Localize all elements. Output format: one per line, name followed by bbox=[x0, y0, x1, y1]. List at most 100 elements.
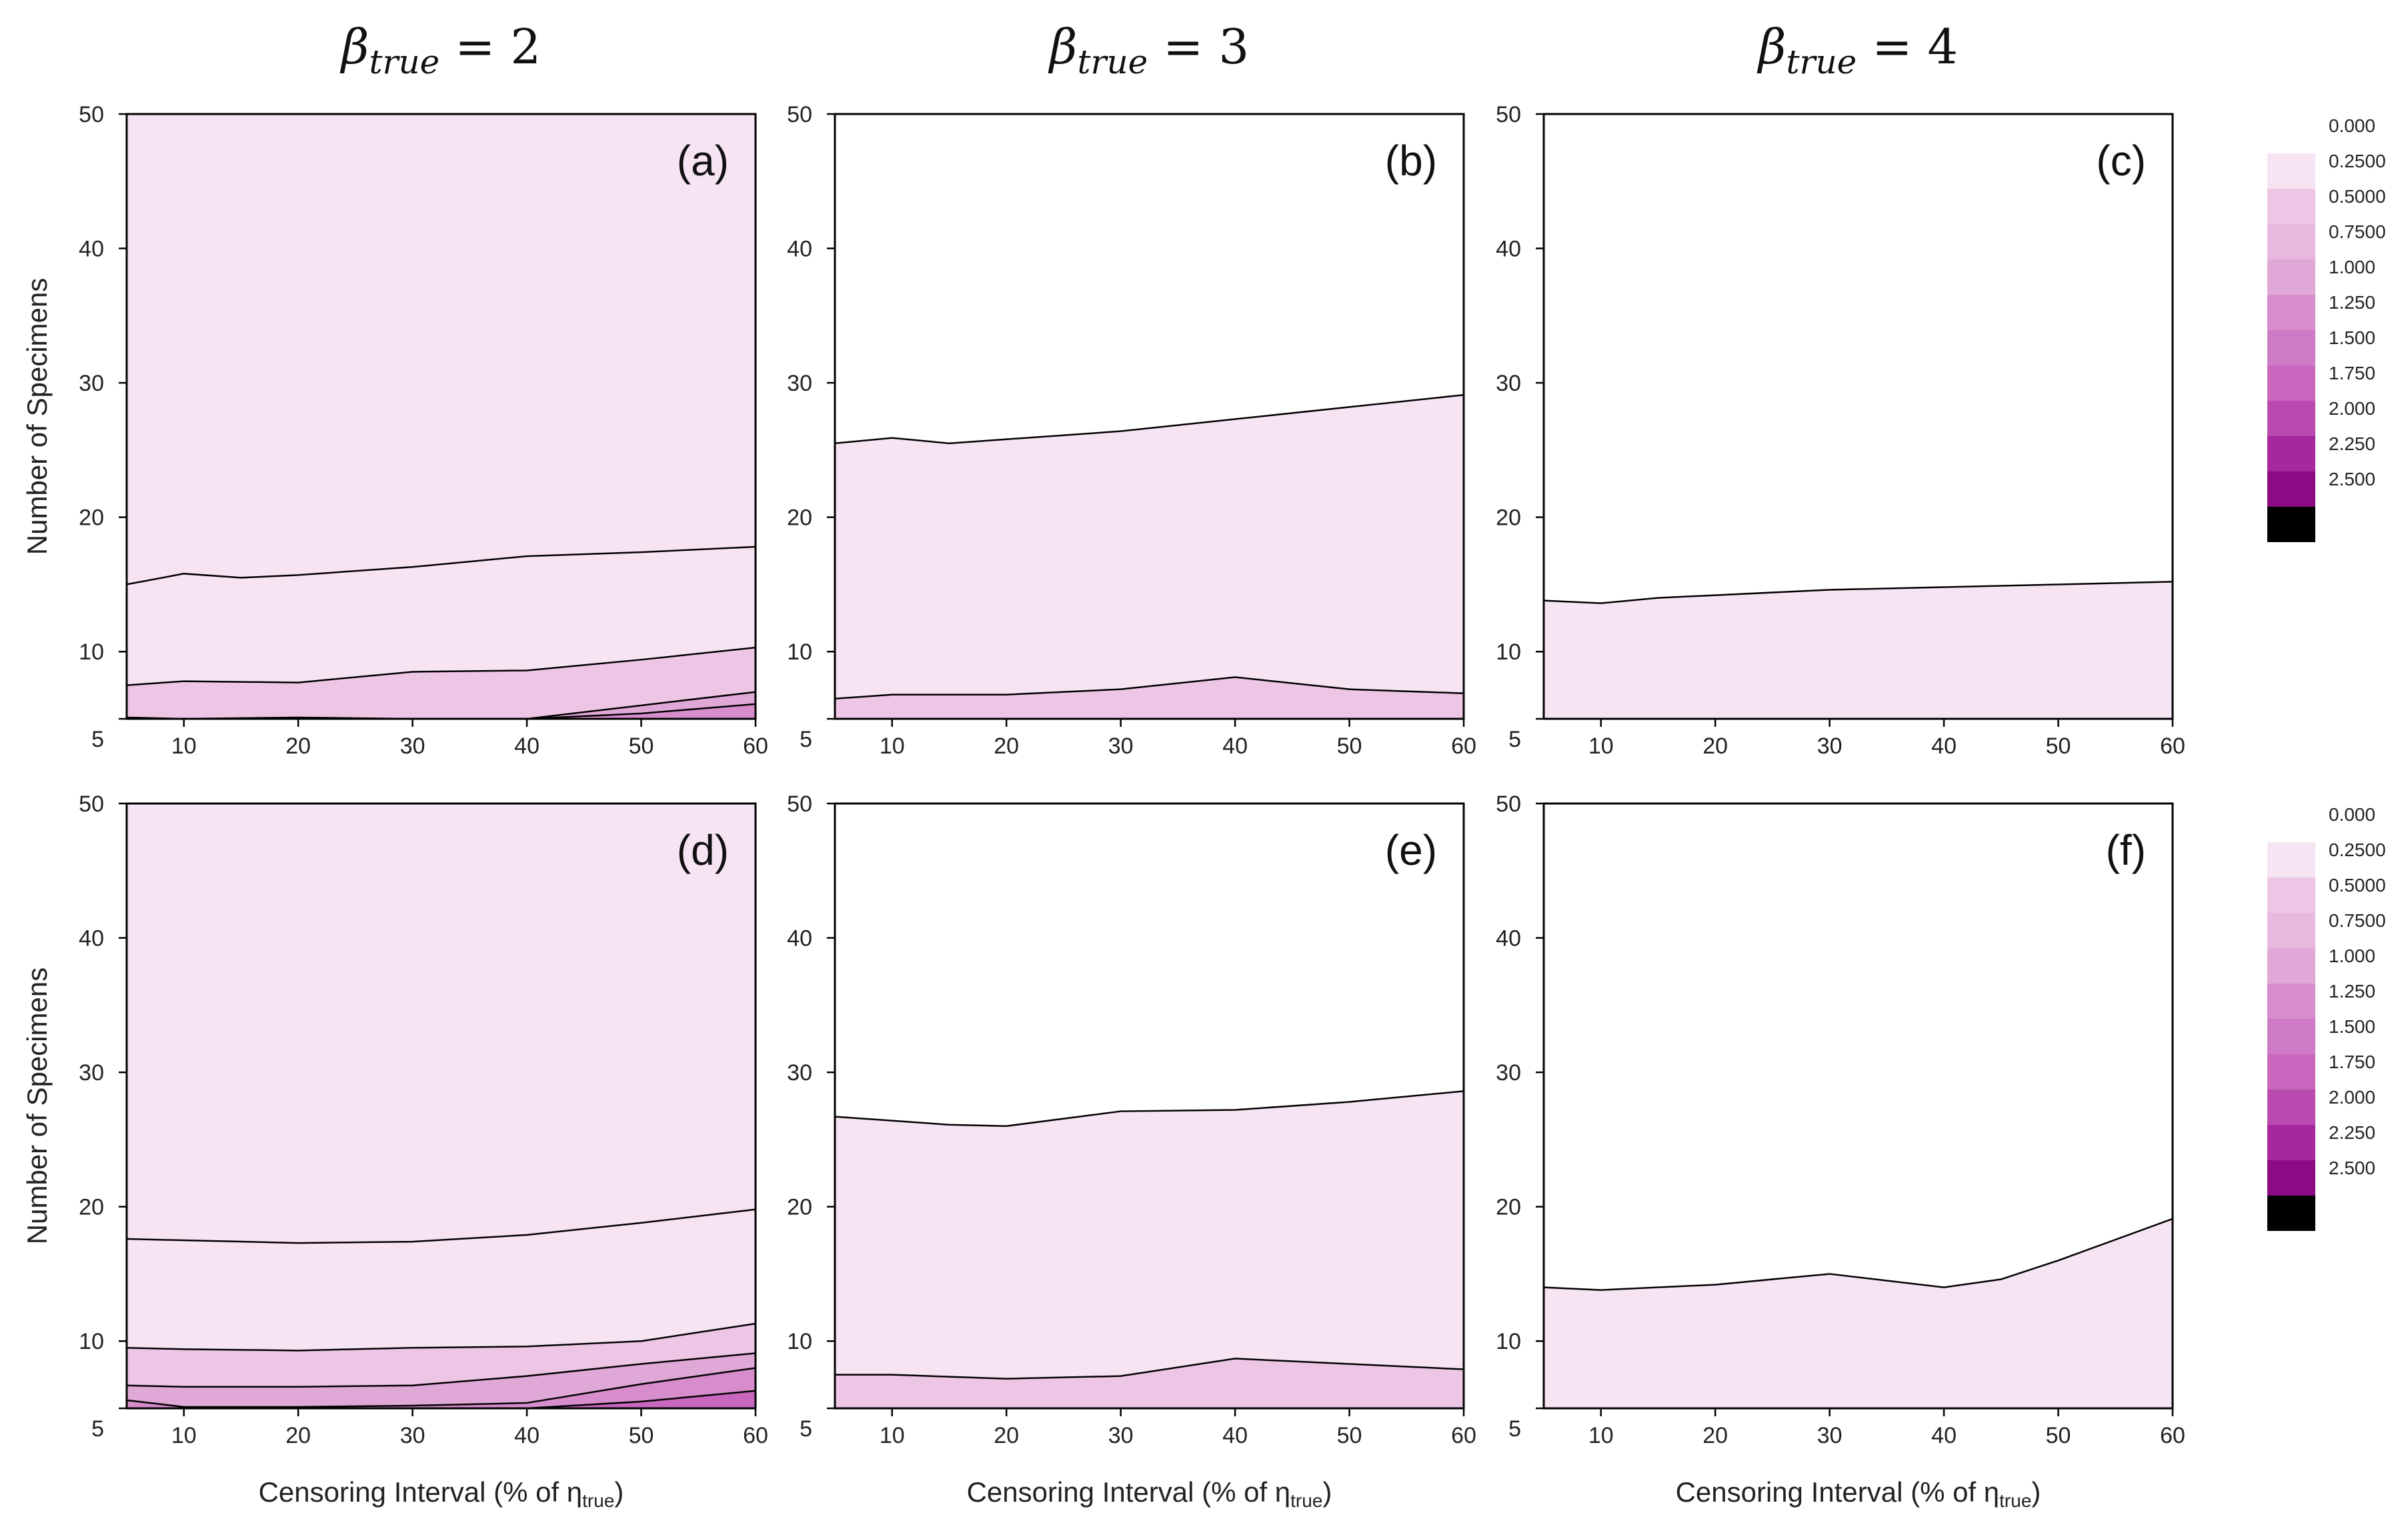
y-tick-label: 5 bbox=[800, 727, 812, 752]
colorbar-segment bbox=[2267, 507, 2315, 542]
column-title-symbol: β bbox=[339, 19, 369, 75]
panel-label: (a) bbox=[677, 137, 729, 185]
contour-band-1 bbox=[1544, 581, 2173, 719]
y-tick-label: 40 bbox=[1496, 926, 1521, 952]
colorbar-segment bbox=[2267, 436, 2315, 471]
x-tick-label: 60 bbox=[743, 733, 768, 759]
colorbar-segment bbox=[2267, 259, 2315, 295]
panel-label: (f) bbox=[2106, 826, 2146, 874]
y-tick-label: 40 bbox=[79, 237, 104, 262]
colorbar-tick-label: 1.750 bbox=[2329, 363, 2375, 383]
colorbar-segment bbox=[2267, 471, 2315, 507]
x-tick-label: 10 bbox=[1588, 733, 1614, 759]
x-tick-label: 50 bbox=[1337, 733, 1362, 759]
x-tick-label: 60 bbox=[1451, 1423, 1476, 1448]
y-tick-label: 40 bbox=[787, 926, 812, 952]
colorbar-segment bbox=[2267, 878, 2315, 913]
column-title-value: = 4 bbox=[1857, 19, 1958, 75]
plot-frame bbox=[834, 802, 1465, 1410]
contour-line-1 bbox=[835, 394, 1464, 445]
x-tick-label: 10 bbox=[171, 733, 197, 759]
y-tick-label: 10 bbox=[1496, 1329, 1521, 1354]
contour-line-1 bbox=[1544, 1218, 2173, 1291]
colorbar-tick-label: 2.250 bbox=[2329, 433, 2375, 454]
x-tick-label: 40 bbox=[514, 1423, 539, 1448]
colorbar-tick-label: 2.500 bbox=[2329, 1158, 2375, 1178]
panel-d: 10 20 30 40 50 60 5 10 20 30 40 50 (d) Number of Spec… bbox=[21, 792, 768, 1511]
panel-b: 10 20 30 40 50 60 5 10 20 30 40 50 (b) bbox=[787, 102, 1476, 759]
contour-band-1 bbox=[835, 1091, 1464, 1408]
contour-line-1 bbox=[835, 1090, 1464, 1127]
colorbar-tick-label: 0.000 bbox=[2329, 115, 2375, 136]
panel-e: 10 20 30 40 50 60 5 10 20 30 40 50 (e) Censoring Inte… bbox=[787, 792, 1476, 1511]
colorbar-segment bbox=[2267, 189, 2315, 224]
column-title-value: = 3 bbox=[1148, 19, 1249, 75]
panel-label: (b) bbox=[1385, 137, 1437, 185]
x-tick-label: 50 bbox=[629, 733, 654, 759]
y-tick-label: 10 bbox=[787, 1329, 812, 1354]
x-tick-label: 50 bbox=[1337, 1423, 1362, 1448]
x-tick-label: 60 bbox=[2160, 733, 2185, 759]
colorbar-segment bbox=[2267, 1019, 2315, 1054]
colorbar-segment bbox=[2267, 401, 2315, 436]
panel-label: (e) bbox=[1385, 826, 1437, 874]
x-tick-label: 10 bbox=[880, 733, 905, 759]
x-tick-label: 60 bbox=[1451, 733, 1476, 759]
y-tick-label: 5 bbox=[1508, 1416, 1521, 1442]
y-tick-label: 30 bbox=[1496, 371, 1521, 396]
x-tick-label: 20 bbox=[1702, 1423, 1728, 1448]
x-tick-label: 10 bbox=[1588, 1423, 1614, 1448]
colorbar-segment bbox=[2267, 842, 2315, 878]
column-title-symbol: β bbox=[1048, 19, 1078, 75]
colorbar-tick-label: 1.750 bbox=[2329, 1052, 2375, 1072]
plot-frame bbox=[1542, 802, 2174, 1410]
contour-band-1 bbox=[1544, 1218, 2173, 1408]
colorbar-tick-label: 1.000 bbox=[2329, 257, 2375, 277]
plot-frame bbox=[834, 113, 1465, 720]
colorbar-tick-label: 1.500 bbox=[2329, 327, 2375, 348]
x-tick-label: 30 bbox=[1817, 733, 1843, 759]
x-tick-label: 40 bbox=[1222, 733, 1248, 759]
column-titles: βtrue = 2 βtrue = 3 βtrue = 4 bbox=[339, 19, 1958, 81]
colorbar-segment bbox=[2267, 1090, 2315, 1125]
colorbar-tick-label: 0.5000 bbox=[2329, 875, 2386, 896]
colorbar-tick-label: 0.2500 bbox=[2329, 151, 2386, 171]
colorbar-segment bbox=[2267, 153, 2315, 189]
column-title-1: βtrue = 2 bbox=[339, 19, 541, 81]
y-tick-label: 50 bbox=[787, 102, 812, 127]
y-tick-label: 40 bbox=[787, 237, 812, 262]
contour-line-4 bbox=[527, 703, 756, 719]
column-title-3: βtrue = 4 bbox=[1756, 19, 1958, 81]
contour-band-2 bbox=[127, 647, 756, 719]
panel-f: 10 20 30 40 50 60 5 10 20 30 40 50 (f) Censoring Inte… bbox=[1496, 792, 2185, 1511]
x-axis-label: Censoring Interval (% of ηtrue) bbox=[1676, 1476, 2041, 1511]
contour-line-1 bbox=[127, 1208, 756, 1244]
y-tick-label: 5 bbox=[1508, 727, 1521, 752]
colorbar-tick-label: 1.500 bbox=[2329, 1016, 2375, 1037]
y-tick-label: 10 bbox=[1496, 639, 1521, 665]
colorbar-segment bbox=[2267, 365, 2315, 401]
x-tick-label: 20 bbox=[1702, 733, 1728, 759]
panels: 10 20 30 40 50 60 5 10 20 30 40 50 (a) Number of Spec… bbox=[21, 102, 2185, 1511]
plot-frame bbox=[125, 802, 757, 1410]
colorbar-tick-label: 2.000 bbox=[2329, 1087, 2375, 1108]
x-axis-label: Censoring Interval (% of ηtrue) bbox=[259, 1476, 624, 1511]
y-tick-label: 30 bbox=[79, 1060, 104, 1086]
x-tick-label: 60 bbox=[743, 1423, 768, 1448]
x-tick-label: 20 bbox=[994, 1423, 1019, 1448]
y-tick-label: 20 bbox=[787, 1195, 812, 1220]
column-title-value: = 2 bbox=[439, 19, 541, 75]
panel-label: (d) bbox=[677, 826, 729, 874]
panel-label: (c) bbox=[2096, 137, 2146, 185]
x-tick-label: 50 bbox=[2046, 1423, 2071, 1448]
x-tick-label: 20 bbox=[285, 1423, 311, 1448]
contour-line-5 bbox=[527, 1390, 756, 1408]
contour-band-3 bbox=[127, 691, 756, 719]
y-tick-label: 20 bbox=[1496, 1195, 1521, 1220]
y-axis-label: Number of Specimens bbox=[21, 968, 53, 1245]
colorbar-1: 0.000 0.2500 0.5000 0.7500 1.000 1.250 1.500 1.… bbox=[2267, 115, 2386, 542]
y-tick-label: 40 bbox=[1496, 237, 1521, 262]
colorbar-segment bbox=[2267, 984, 2315, 1019]
contour-band-4 bbox=[527, 703, 756, 719]
contour-band-5 bbox=[527, 1390, 756, 1408]
